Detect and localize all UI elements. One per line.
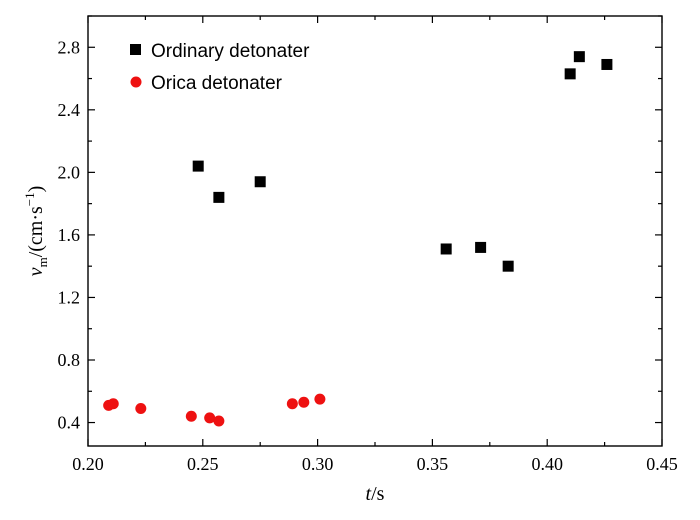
ordinary-detonater-point bbox=[475, 241, 487, 253]
legend-label-orica: Orica detonater bbox=[151, 73, 283, 94]
y-tick-label: 2.4 bbox=[58, 100, 81, 120]
orica-detonater-point bbox=[185, 410, 197, 422]
ordinary-detonater-point bbox=[573, 51, 585, 63]
legend-label-ordinary: Ordinary detonater bbox=[151, 41, 310, 62]
orica-detonater-point bbox=[286, 398, 298, 410]
x-tick-label: 0.30 bbox=[302, 454, 334, 474]
y-tick-label: 1.2 bbox=[58, 287, 81, 307]
x-tick-label: 0.20 bbox=[72, 454, 104, 474]
legend: Ordinary detonater Orica detonater bbox=[130, 41, 310, 94]
y-tick-label: 0.8 bbox=[58, 350, 81, 370]
y-tick-label: 2.8 bbox=[58, 37, 81, 57]
orica-detonater-point bbox=[314, 393, 326, 405]
orica-detonater-point bbox=[135, 402, 147, 414]
ordinary-detonater-point bbox=[440, 243, 452, 255]
x-axis: 0.20 0.25 0.30 0.35 0.40 0.45 bbox=[72, 16, 678, 474]
ordinary-detonater-point bbox=[254, 176, 266, 188]
legend-marker-orica bbox=[130, 76, 142, 88]
legend-marker-ordinary bbox=[130, 44, 141, 55]
orica-detonater-point bbox=[107, 398, 119, 410]
x-axis-label: t/s bbox=[366, 483, 385, 505]
ordinary-detonater-point bbox=[192, 160, 204, 172]
ordinary-detonater-point bbox=[564, 68, 576, 80]
y-tick-label: 2.0 bbox=[58, 162, 81, 182]
x-tick-label: 0.25 bbox=[187, 454, 219, 474]
x-tick-label: 0.35 bbox=[417, 454, 449, 474]
ordinary-detonater-point bbox=[601, 58, 613, 70]
ordinary-detonater-point bbox=[213, 191, 225, 203]
x-tick-label: 0.45 bbox=[646, 454, 678, 474]
orica-detonater-point bbox=[213, 415, 225, 427]
data-points bbox=[103, 51, 613, 427]
orica-detonater-point bbox=[204, 412, 216, 424]
y-axis: 0.4 0.8 1.2 1.6 2.0 2.4 2.8 bbox=[58, 15, 662, 433]
y-tick-label: 1.6 bbox=[58, 225, 81, 245]
y-axis-label: vm/(cm·s−1) bbox=[22, 186, 50, 277]
y-tick-label: 0.4 bbox=[58, 413, 81, 433]
orica-detonater-point bbox=[298, 396, 310, 408]
x-tick-label: 0.40 bbox=[531, 454, 563, 474]
ordinary-detonater-point bbox=[502, 260, 514, 272]
